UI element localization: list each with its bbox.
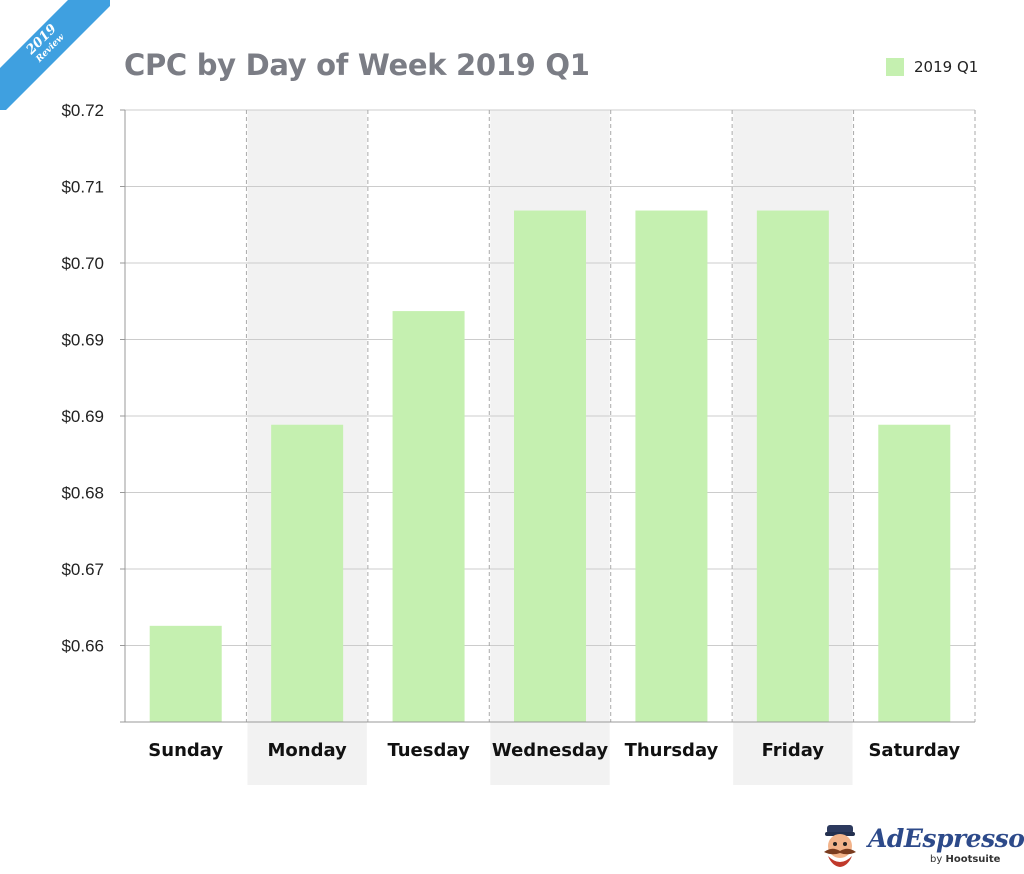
y-tick-label: $0.67 bbox=[61, 560, 104, 579]
legend-label: 2019 Q1 bbox=[914, 58, 979, 76]
bar-friday bbox=[756, 210, 829, 723]
y-tick-label: $0.69 bbox=[61, 331, 104, 350]
bars bbox=[149, 210, 951, 723]
y-tick-label: $0.66 bbox=[61, 637, 104, 656]
brand-by-word: by bbox=[930, 854, 943, 865]
y-tick-label: $0.72 bbox=[61, 101, 104, 120]
bar-tuesday bbox=[392, 311, 465, 722]
legend-swatch bbox=[886, 58, 904, 76]
bar-sunday bbox=[149, 625, 222, 722]
y-axis-ticks: $0.72 $0.71 $0.70 $0.69 $0.69 $0.68 $0.67 $0.66 bbox=[61, 101, 104, 656]
bar-thursday bbox=[635, 210, 708, 723]
brand-name: AdEspresso bbox=[868, 824, 1024, 853]
y-tick-label: $0.71 bbox=[61, 178, 104, 197]
y-tick-label: $0.69 bbox=[61, 407, 104, 426]
legend: 2019 Q1 bbox=[886, 58, 978, 76]
x-tick-label-sunday: Sunday bbox=[148, 740, 223, 761]
y-tick-label: $0.70 bbox=[61, 254, 104, 273]
brand-by: by Hootsuite bbox=[930, 854, 1000, 865]
x-axis-ticks: Sunday Monday Tuesday Wednesday Thursday Frid… bbox=[148, 740, 960, 761]
x-tick-label-wednesday: Wednesday bbox=[492, 740, 609, 761]
mustache-mascot-icon bbox=[824, 825, 856, 867]
x-tick-label-friday: Friday bbox=[762, 740, 825, 761]
bar-saturday bbox=[878, 424, 951, 722]
chart-title: CPC by Day of Week 2019 Q1 bbox=[124, 48, 590, 82]
brand-logo: AdEspresso by Hootsuite bbox=[818, 822, 1024, 868]
brand-parent: Hootsuite bbox=[945, 854, 1001, 865]
bar-wednesday bbox=[514, 210, 586, 723]
x-tick-label-monday: Monday bbox=[267, 740, 347, 761]
bar-monday bbox=[271, 424, 344, 722]
x-tick-label-tuesday: Tuesday bbox=[387, 740, 470, 761]
y-tick-label: $0.68 bbox=[61, 484, 104, 503]
axes bbox=[120, 109, 975, 723]
x-tick-label-thursday: Thursday bbox=[625, 740, 719, 761]
x-tick-label-saturday: Saturday bbox=[868, 740, 960, 761]
